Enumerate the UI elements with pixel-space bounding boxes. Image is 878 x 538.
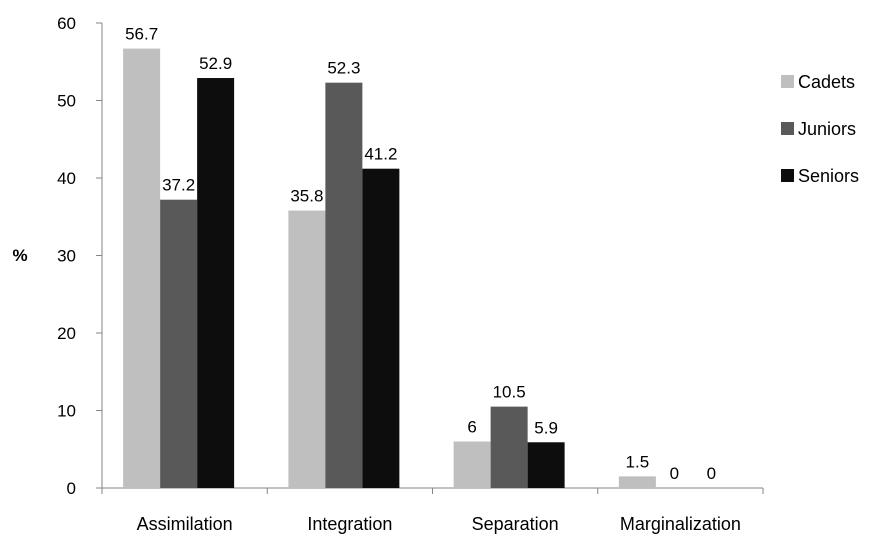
x-category-label: Assimilation [137, 514, 233, 534]
x-category-label: Separation [472, 514, 559, 534]
y-tick-label: 30 [57, 247, 76, 266]
legend: Cadets Juniors Seniors [781, 72, 859, 186]
bar-seniors-assimilation [197, 78, 235, 489]
data-label: 35.8 [290, 187, 323, 206]
bar-cadets-integration [288, 210, 326, 489]
data-label: 0 [670, 464, 679, 483]
y-tick-label: 10 [57, 402, 76, 421]
y-tick-label: 20 [57, 324, 76, 343]
data-label: 52.9 [199, 54, 232, 73]
data-label: 37.2 [162, 176, 195, 195]
bar-juniors-integration [325, 82, 363, 489]
bar-cadets-assimilation [123, 48, 161, 488]
y-tick-label: 40 [57, 169, 76, 188]
legend-label-juniors: Juniors [798, 119, 856, 139]
y-tick-label: 0 [67, 479, 76, 498]
legend-swatch-juniors [781, 122, 794, 135]
plot-area: 010203040506056.737.252.9Assimilation35.… [57, 14, 764, 534]
bar-cadets-separation [453, 441, 491, 488]
data-label: 5.9 [534, 418, 558, 437]
data-label: 52.3 [327, 59, 360, 78]
data-label: 10.5 [493, 383, 526, 402]
x-category-label: Integration [307, 514, 392, 534]
data-label: 41.2 [364, 145, 397, 164]
data-label: 0 [707, 464, 716, 483]
y-tick-label: 50 [57, 92, 76, 111]
bar-juniors-separation [490, 406, 528, 488]
legend-label-seniors: Seniors [798, 166, 859, 186]
legend-label-cadets: Cadets [798, 72, 855, 92]
y-axis-title: % [12, 246, 27, 265]
legend-swatch-cadets [781, 75, 794, 88]
bar-juniors-assimilation [160, 199, 198, 488]
data-label: 56.7 [125, 25, 158, 44]
data-label: 1.5 [626, 452, 650, 471]
bar-seniors-integration [362, 168, 400, 488]
x-category-label: Marginalization [620, 514, 741, 534]
legend-swatch-seniors [781, 169, 794, 182]
data-label: 6 [467, 418, 476, 437]
bar-cadets-marginalization [618, 476, 656, 488]
y-tick-label: 60 [57, 14, 76, 33]
bar-seniors-separation [527, 442, 565, 488]
